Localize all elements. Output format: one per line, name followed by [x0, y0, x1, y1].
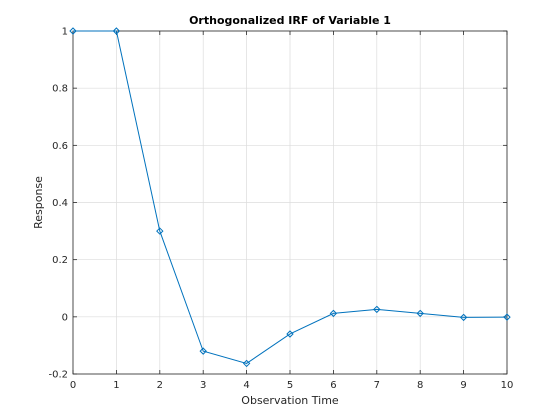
series-line [73, 30, 508, 364]
x-tick-label: 6 [330, 380, 336, 391]
data-point [503, 313, 511, 321]
y-axis-label: Response [32, 176, 45, 229]
data-point [286, 330, 294, 338]
data-point [242, 359, 251, 368]
x-tick-label: 0 [70, 380, 76, 391]
y-tick-label: 0 [62, 312, 68, 323]
x-axis-label: Observation Time [241, 394, 339, 407]
x-tick-label: 2 [157, 380, 163, 391]
chart-title: Orthogonalized IRF of Variable 1 [189, 14, 391, 27]
data-point [112, 27, 121, 35]
x-tick-label: 4 [243, 380, 249, 391]
data-point [156, 227, 164, 235]
y-tick-label: 1 [62, 27, 68, 38]
data-point [459, 313, 468, 322]
ticks: 0 1 2 3 4 5 6 7 8 9 10-0.200.20.40.60.81 [48, 27, 513, 392]
y-tick-label: 0.8 [52, 84, 68, 95]
x-tick-label: 8 [417, 380, 423, 391]
series [69, 27, 511, 368]
y-tick-label: 0.6 [52, 141, 68, 152]
y-tick-label: 0.2 [52, 255, 68, 266]
data-point [199, 347, 207, 355]
x-tick-label: 1 [113, 380, 119, 391]
x-tick-label: 10 [501, 380, 514, 391]
x-tick-label: 7 [374, 380, 380, 391]
y-tick-label: -0.2 [48, 370, 68, 381]
data-point [416, 309, 424, 318]
x-tick-label: 3 [200, 380, 206, 391]
grid [72, 30, 508, 375]
x-tick-label: 5 [287, 380, 293, 391]
data-point [69, 27, 77, 35]
data-point [329, 309, 338, 318]
x-tick-label: 9 [460, 380, 466, 391]
y-tick-label: 0.4 [52, 198, 68, 209]
data-point [373, 305, 381, 314]
